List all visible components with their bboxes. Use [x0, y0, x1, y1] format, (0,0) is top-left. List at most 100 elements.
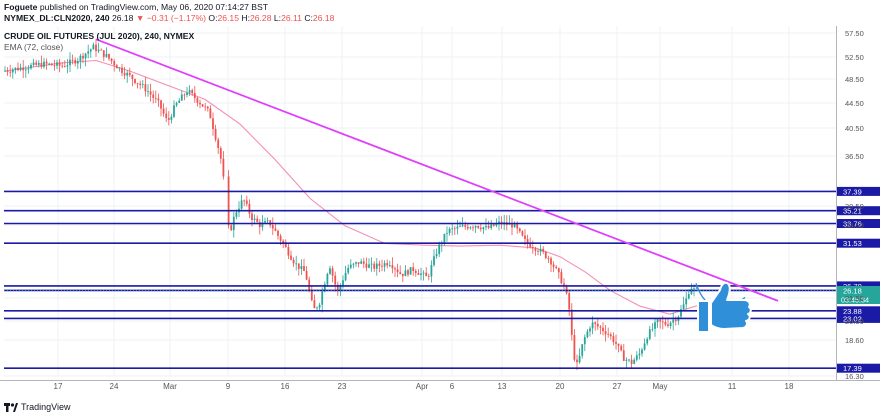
- candle-body: [186, 92, 188, 95]
- candle-body: [222, 158, 225, 177]
- candle-body: [482, 227, 485, 230]
- symbol-name[interactable]: NYMEX_DL:CLN2020, 240: [4, 13, 110, 23]
- candle-body: [290, 255, 292, 260]
- y-tick-label: 40.50: [845, 124, 864, 133]
- candle-body: [92, 44, 95, 50]
- candle-body: [326, 273, 329, 285]
- candle-body: [178, 100, 181, 103]
- price-level-label: 23.88: [843, 307, 862, 316]
- candle-body: [456, 226, 459, 229]
- candle-body: [115, 65, 118, 69]
- candle-body: [596, 323, 599, 327]
- candle-body: [578, 355, 581, 363]
- candle-body: [274, 228, 277, 231]
- candle-body: [336, 284, 339, 291]
- candle-body: [667, 324, 669, 326]
- price-level-tag: [837, 363, 880, 373]
- candle-body: [461, 225, 464, 227]
- candle-body: [365, 263, 368, 268]
- candle-body: [443, 233, 446, 244]
- candle-body: [193, 93, 196, 99]
- candle-body: [477, 226, 480, 228]
- x-tick-label: 16: [281, 382, 290, 391]
- candle-body: [375, 263, 378, 269]
- candle-body: [370, 263, 373, 265]
- candle-body: [602, 327, 604, 332]
- candle-body: [123, 72, 126, 76]
- x-tick-label: 23: [338, 382, 347, 391]
- candle-body: [219, 148, 222, 159]
- candle-body: [622, 350, 625, 361]
- candle-body: [4, 70, 6, 72]
- y-tick-label: 21.50: [845, 294, 864, 303]
- candle-body: [495, 223, 498, 226]
- y-tick-label: 52.50: [845, 53, 864, 62]
- candle-body: [526, 239, 529, 244]
- candle-body: [209, 108, 212, 119]
- thumbs-up-icon: [697, 281, 752, 333]
- candle-body: [175, 102, 178, 106]
- candle-body: [604, 331, 607, 335]
- ohlc-open: O:26.15: [208, 13, 239, 23]
- candle-body: [620, 345, 623, 351]
- candle-body: [581, 344, 584, 356]
- candle-body: [76, 61, 79, 64]
- author-name[interactable]: Foguete: [4, 2, 38, 12]
- candle-body: [316, 307, 318, 309]
- candle-body: [56, 62, 58, 66]
- candle-body: [630, 359, 633, 364]
- last-price: 26.18: [111, 13, 134, 23]
- candle-body: [261, 222, 264, 228]
- candle-body: [685, 298, 688, 305]
- candle-body: [342, 280, 344, 286]
- candle-body: [407, 270, 409, 275]
- price-change: −0.31 (−1.17%): [146, 13, 207, 23]
- symbol-line: NYMEX_DL:CLN2020, 240 26.18 ▼ −0.31 (−1.…: [4, 13, 334, 24]
- candle-body: [297, 263, 300, 269]
- candle-body: [516, 223, 519, 229]
- candle-body: [188, 90, 191, 93]
- candle-body: [40, 62, 43, 67]
- candle-body: [282, 240, 285, 244]
- candle-body: [323, 284, 326, 292]
- candle-body: [609, 334, 612, 337]
- price-level-label: 35.21: [843, 207, 862, 216]
- candle-body: [599, 326, 602, 328]
- candle-body: [284, 243, 287, 247]
- candle-body: [529, 243, 532, 248]
- candle-body: [173, 105, 175, 117]
- candle-body: [386, 263, 389, 266]
- candle-body: [568, 293, 571, 310]
- candle-body: [303, 266, 305, 271]
- candle-body: [256, 218, 259, 222]
- candle-body: [214, 128, 217, 140]
- candle-body: [617, 343, 620, 346]
- candle-body: [147, 91, 149, 93]
- candle-body: [466, 226, 469, 229]
- candle-body: [635, 355, 638, 360]
- candle-body: [641, 349, 643, 354]
- ema-legend[interactable]: EMA (72, close): [4, 42, 64, 52]
- footer: TradingView: [4, 400, 71, 414]
- candle-body: [401, 273, 404, 277]
- x-tick-label: May: [652, 382, 667, 391]
- ema-layer: [4, 59, 699, 315]
- candle-body: [490, 224, 493, 228]
- y-tick-label: 30.50: [845, 202, 864, 211]
- x-tick-label: 18: [785, 382, 794, 391]
- candle-body: [643, 343, 646, 350]
- candle-body: [464, 225, 467, 227]
- tradingview-brand[interactable]: TradingView: [21, 402, 71, 412]
- candle-body: [669, 322, 672, 326]
- candle-body: [352, 263, 355, 265]
- candle-body: [27, 68, 30, 70]
- candle-body: [651, 328, 654, 330]
- candle-body: [607, 334, 610, 335]
- candle-body: [674, 319, 677, 322]
- candle-body: [378, 263, 381, 266]
- candle-body: [539, 248, 542, 252]
- candle-body: [459, 226, 461, 228]
- candle-body: [412, 267, 415, 271]
- candle-body: [357, 262, 360, 264]
